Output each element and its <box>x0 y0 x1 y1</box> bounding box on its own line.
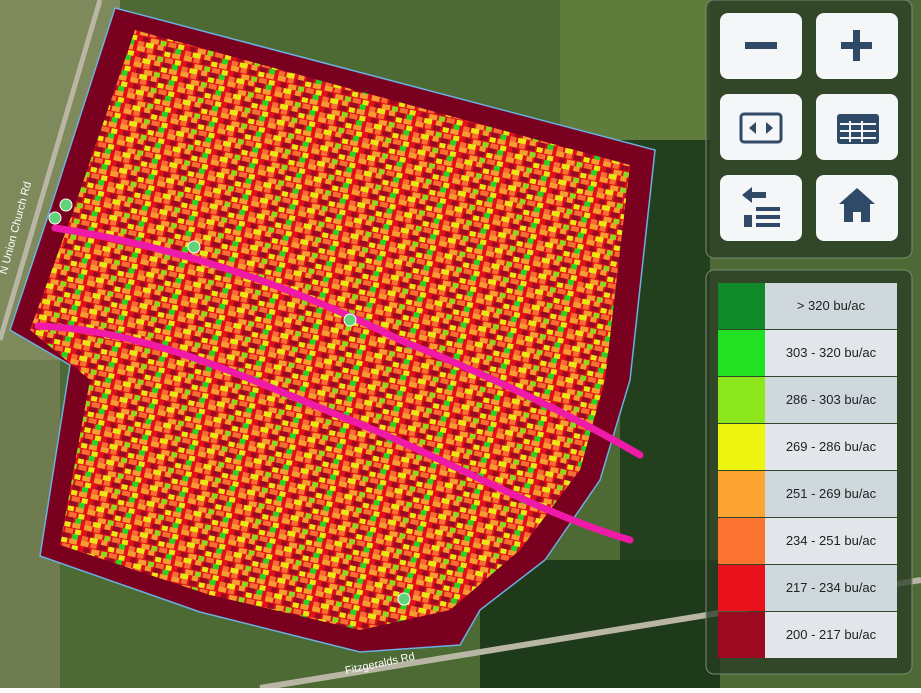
legend-label: 286 - 303 bu/ac <box>786 392 877 407</box>
pin[interactable] <box>59 198 73 212</box>
legend-swatch <box>718 283 765 329</box>
drawn-line <box>51 224 644 459</box>
fit-button[interactable] <box>720 94 802 160</box>
road <box>0 0 103 341</box>
pin[interactable] <box>48 211 62 225</box>
trees <box>480 560 720 688</box>
legend-label: > 320 bu/ac <box>797 298 866 313</box>
legend-swatch <box>718 424 765 470</box>
fit-icon <box>739 112 783 144</box>
legend-swatch <box>718 518 765 564</box>
minus-icon <box>745 42 777 49</box>
legend-swatch <box>718 330 765 376</box>
legend-label-bg <box>765 471 897 517</box>
legend-label-bg <box>765 565 897 611</box>
pin[interactable] <box>187 240 201 254</box>
legend-label: 234 - 251 bu/ac <box>786 533 877 548</box>
legend-label-bg <box>765 330 897 376</box>
table-icon <box>837 114 879 144</box>
legend-label: 269 - 286 bu/ac <box>786 439 877 454</box>
land <box>560 0 710 140</box>
home-icon <box>839 188 875 222</box>
plus-icon <box>841 30 872 61</box>
legend-label: 303 - 320 bu/ac <box>786 345 877 360</box>
drawn-line <box>34 322 634 544</box>
table-icon <box>840 121 876 142</box>
fit-icon <box>749 122 773 134</box>
legend-label-bg <box>765 283 897 329</box>
pins <box>48 198 411 606</box>
legend-swatch <box>718 565 765 611</box>
legend-swatch <box>718 612 765 658</box>
legend-label-bg <box>765 377 897 423</box>
legend-label: 217 - 234 bu/ac <box>786 580 877 595</box>
legend-swatch <box>718 377 765 423</box>
pin[interactable] <box>397 592 411 606</box>
legend-label-bg <box>765 424 897 470</box>
legend-label-bg <box>765 518 897 564</box>
layers-icon <box>742 187 780 227</box>
control-icons <box>739 30 879 227</box>
legend-label: 200 - 217 bu/ac <box>786 627 877 642</box>
legend-label: 251 - 269 bu/ac <box>786 486 877 501</box>
pin[interactable] <box>343 313 357 327</box>
legend-swatch <box>718 471 765 517</box>
legend-label-bg <box>765 612 897 658</box>
legend: > 320 bu/ac 303 - 320 bu/ac 286 - 303 bu/a… <box>718 283 897 658</box>
